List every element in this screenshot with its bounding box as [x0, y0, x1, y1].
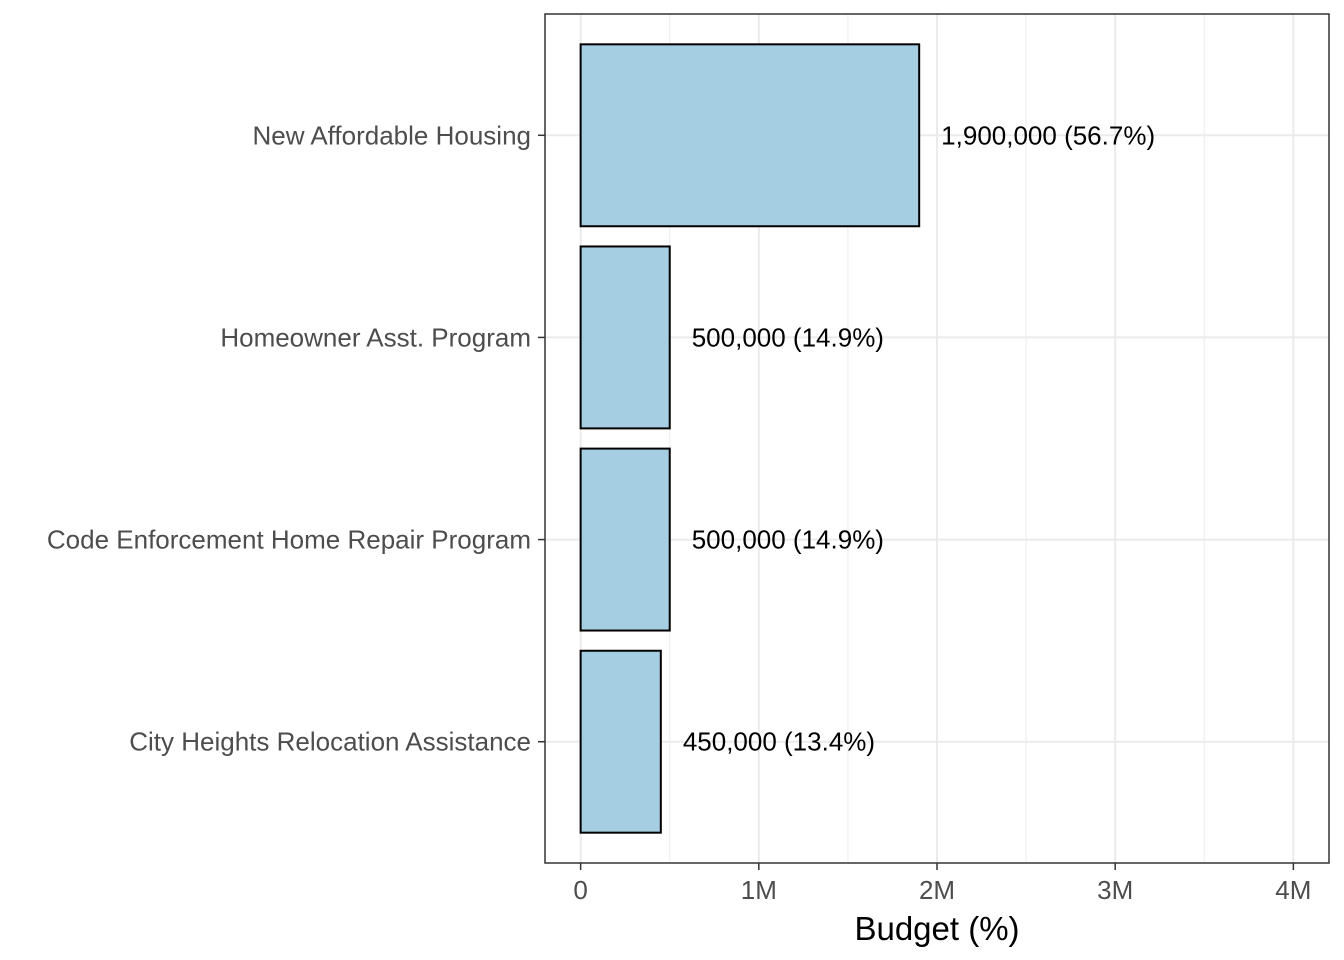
x-tick-label: 4M: [1275, 875, 1311, 905]
bar-value-label: 500,000 (14.9%): [692, 322, 884, 352]
bar: [579, 649, 662, 834]
bar-value-label: 450,000 (13.4%): [683, 727, 875, 757]
bar: [579, 245, 671, 430]
bars: [579, 43, 921, 834]
bar-value-label: 500,000 (14.9%): [692, 525, 884, 555]
category-label: City Heights Relocation Assistance: [129, 727, 531, 757]
bar: [579, 43, 921, 228]
category-label: Homeowner Asst. Program: [220, 322, 531, 352]
axes: New Affordable Housing Homeowner Asst. Pr…: [47, 13, 1330, 905]
bar: [579, 447, 671, 632]
bar-value-label: 1,900,000 (56.7%): [941, 120, 1155, 150]
data-labels: 1,900,000 (56.7%) 500,000 (14.9%) 500,000 …: [683, 120, 1155, 756]
category-label: Code Enforcement Home Repair Program: [47, 525, 531, 555]
x-tick-label: 3M: [1097, 875, 1133, 905]
x-tick-label: 0: [573, 875, 587, 905]
x-tick-label: 1M: [741, 875, 777, 905]
x-axis-title: Budget (%): [854, 910, 1019, 947]
x-tick-label: 2M: [919, 875, 955, 905]
category-label: New Affordable Housing: [253, 120, 531, 150]
